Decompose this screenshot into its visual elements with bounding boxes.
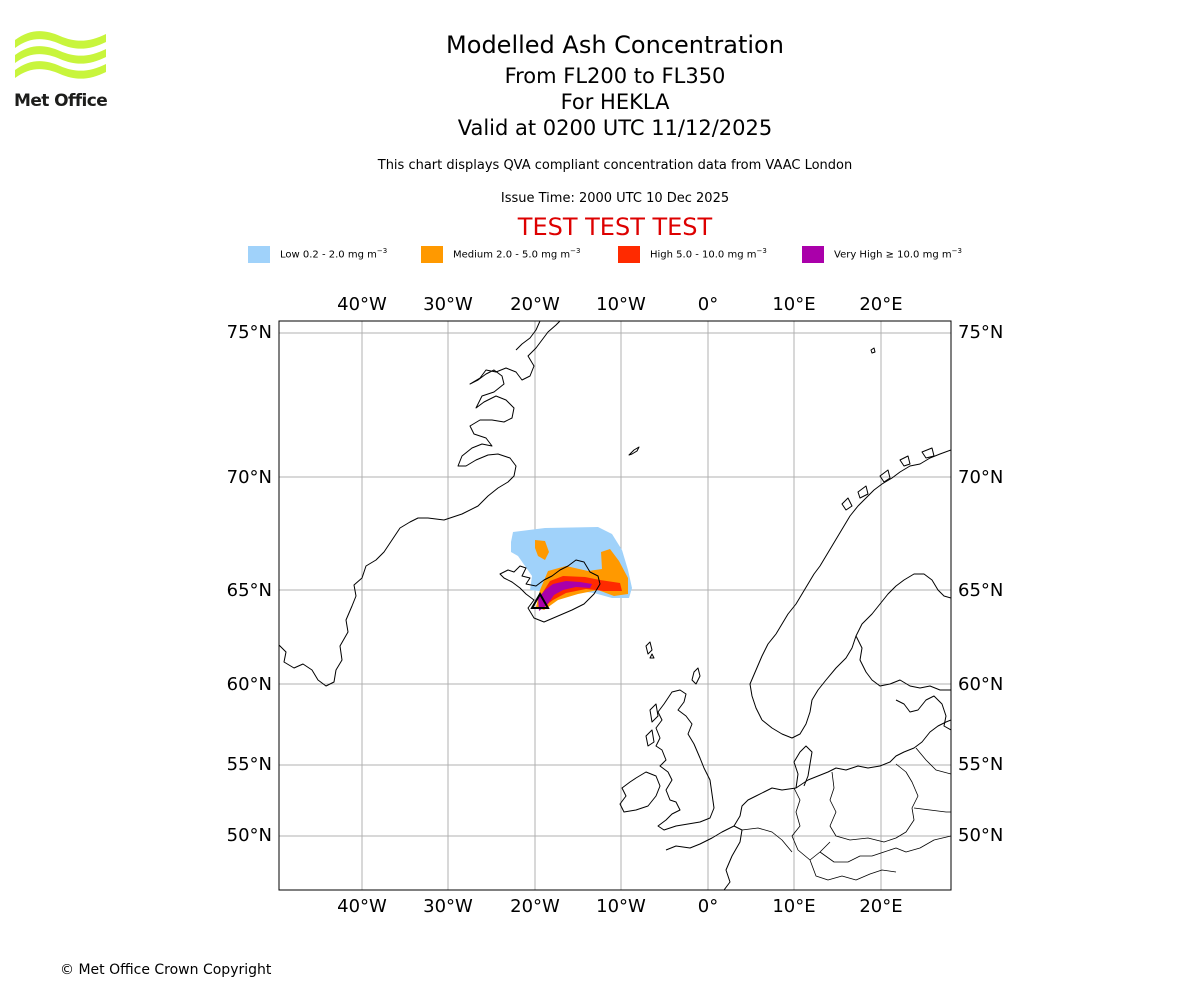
coastline-denmark (793, 745, 813, 789)
coastline-baltic-states (895, 695, 951, 731)
lat-tick-left-60n: 60°N (227, 674, 272, 695)
lon-tick-top-10w: 10°W (596, 294, 646, 315)
lat-tick-right-65n: 65°N (958, 580, 1003, 601)
copyright-notice: © Met Office Crown Copyright (60, 962, 272, 978)
coastlines (279, 321, 951, 890)
lon-tick-top-20e: 20°E (859, 294, 902, 315)
lon-tick-bottom-10w: 10°W (596, 896, 646, 917)
legend-label-medium: Medium 2.0 - 5.0 mg m (453, 249, 571, 261)
logo-text: Met Office (14, 91, 108, 111)
legend-item-very-high: Very High ≥ 10.0 mg m−3 (802, 244, 962, 264)
chart-title: Modelled Ash Concentration (446, 31, 784, 59)
coastline-scandinavia-south (761, 573, 951, 739)
lon-tick-bottom-20w: 20°W (510, 896, 560, 917)
lon-tick-top-30w: 30°W (423, 294, 473, 315)
map-frame (278, 320, 952, 891)
legend-swatch-medium (421, 245, 443, 263)
lat-tick-right-70n: 70°N (958, 467, 1003, 488)
coastline-jan-mayen (628, 446, 640, 456)
legend-swatch-very-high (802, 245, 824, 263)
ash-area-very-high (538, 581, 592, 611)
lon-tick-bottom-40w: 40°W (337, 896, 387, 917)
lon-tick-bottom-20e: 20°E (859, 896, 902, 917)
lat-tick-right-60n: 60°N (958, 674, 1003, 695)
coastline-scandinavia (749, 449, 951, 721)
lat-tick-right-55n: 55°N (958, 754, 1003, 775)
met-office-logo: Met Office (14, 28, 108, 114)
coastline-continent (733, 719, 951, 827)
lat-tick-left-70n: 70°N (227, 467, 272, 488)
coastline-greenland-fjord (515, 321, 541, 351)
lat-tick-left-65n: 65°N (227, 580, 272, 601)
legend-swatch-high (618, 245, 640, 263)
issue-time: Issue Time: 2000 UTC 10 Dec 2025 (500, 191, 730, 206)
legend-label-high: High 5.0 - 10.0 mg m (650, 249, 757, 261)
met-office-waves-icon (15, 31, 106, 79)
coastline-faroes (645, 641, 655, 659)
map-gridlines (279, 321, 951, 890)
volcano-name: For HEKLA (560, 90, 670, 114)
volcano-marker-icon (530, 591, 550, 609)
lat-tick-left-50n: 50°N (227, 825, 272, 846)
border-lines (741, 747, 951, 881)
lon-tick-bottom-10e: 10°E (772, 896, 815, 917)
coastline-ireland (619, 771, 661, 813)
coastline-great-britain (655, 689, 715, 831)
lat-tick-right-75n: 75°N (958, 322, 1003, 343)
valid-time: Valid at 0200 UTC 11/12/2025 (457, 116, 773, 140)
coastline-shetland (691, 667, 701, 685)
legend-item-medium: Medium 2.0 - 5.0 mg m−3 (421, 244, 580, 264)
flight-level-range: From FL200 to FL350 (504, 64, 726, 88)
lon-tick-top-10e: 10°E (772, 294, 815, 315)
lat-tick-left-75n: 75°N (227, 322, 272, 343)
coastline-baltic (855, 635, 951, 691)
coastline-bear-island (870, 347, 876, 354)
coastline-greenland (279, 321, 561, 687)
legend-label-low: Low 0.2 - 2.0 mg m (280, 249, 377, 261)
legend-item-high: High 5.0 - 10.0 mg m−3 (618, 244, 767, 264)
lon-tick-bottom-30w: 30°W (423, 896, 473, 917)
lat-tick-left-55n: 55°N (227, 754, 272, 775)
test-banner: TEST TEST TEST (517, 213, 713, 241)
legend-label-very-high: Very High ≥ 10.0 mg m (834, 249, 952, 261)
coastline-iceland (499, 559, 601, 623)
legend-swatch-low (248, 245, 270, 263)
legend-item-low: Low 0.2 - 2.0 mg m−3 (248, 244, 387, 264)
coastline-hebrides (645, 703, 659, 747)
coastline-norway-islands (841, 447, 935, 511)
ash-area-medium-north (535, 540, 549, 560)
lon-tick-top-20w: 20°W (510, 294, 560, 315)
chart-description: This chart displays QVA compliant concen… (377, 158, 853, 173)
lon-tick-top-40w: 40°W (337, 294, 387, 315)
lat-tick-right-50n: 50°N (958, 825, 1003, 846)
lon-tick-top-0: 0° (698, 294, 718, 315)
lon-tick-bottom-0: 0° (698, 896, 718, 917)
